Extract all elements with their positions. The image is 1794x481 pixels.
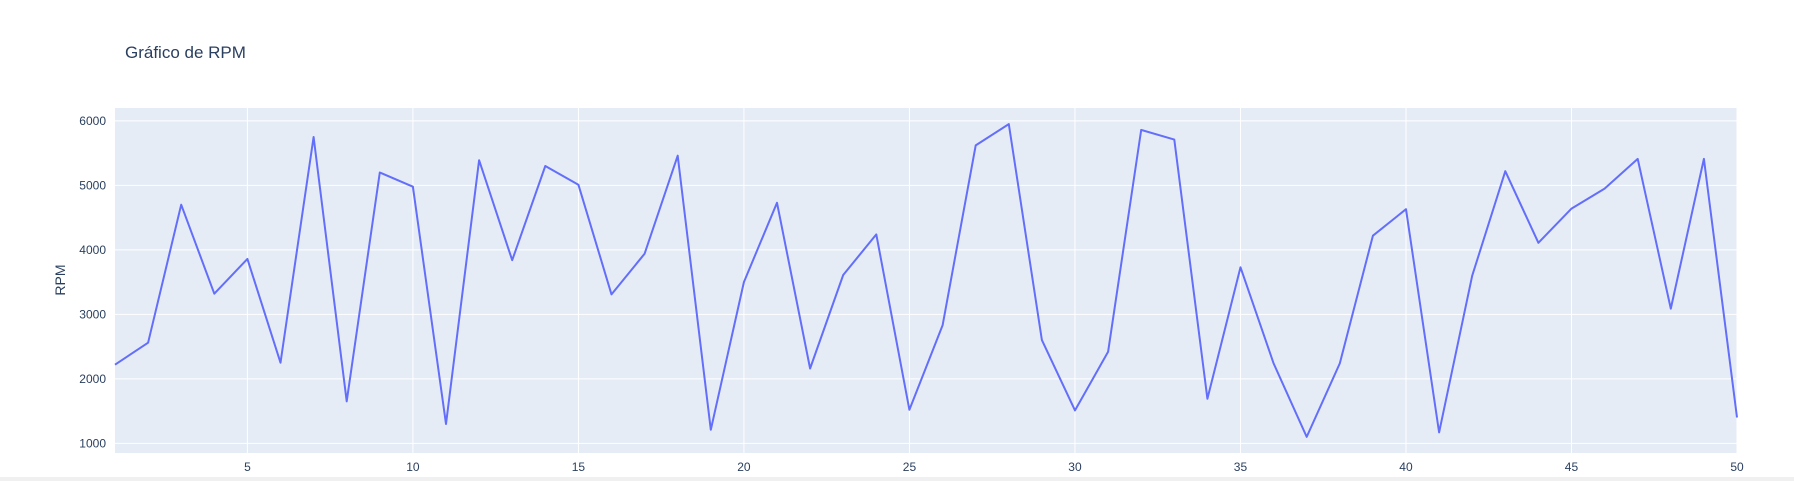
x-tick-label: 35: [1234, 460, 1248, 474]
x-gridlines: [246, 108, 1738, 453]
chart-title: Gráfico de RPM: [125, 43, 246, 62]
y-tick-label: 2000: [79, 372, 106, 386]
x-axis-ticks: 5 10 15 20 25 30 35 40 45 50: [244, 460, 1744, 474]
rpm-series-line: [114, 123, 1738, 438]
y-axis-label: RPM: [52, 264, 68, 295]
y-gridlines: [115, 120, 1737, 444]
y-axis-ticks: 1000 2000 3000 4000 5000 6000: [79, 114, 106, 450]
x-tick-label: 40: [1399, 460, 1413, 474]
bottom-strip: [0, 477, 1794, 481]
x-tick-label: 30: [1068, 460, 1082, 474]
x-tick-label: 45: [1565, 460, 1579, 474]
x-tick-label: 10: [406, 460, 420, 474]
y-tick-label: 1000: [79, 436, 106, 450]
x-tick-label: 20: [737, 460, 751, 474]
x-tick-label: 15: [572, 460, 586, 474]
y-tick-label: 6000: [79, 114, 106, 128]
x-tick-label: 25: [903, 460, 917, 474]
y-tick-label: 4000: [79, 243, 106, 257]
y-tick-label: 5000: [79, 178, 106, 192]
y-tick-label: 3000: [79, 307, 106, 321]
x-tick-label: 50: [1730, 460, 1744, 474]
plot-area: [115, 108, 1737, 453]
x-tick-label: 5: [244, 460, 251, 474]
